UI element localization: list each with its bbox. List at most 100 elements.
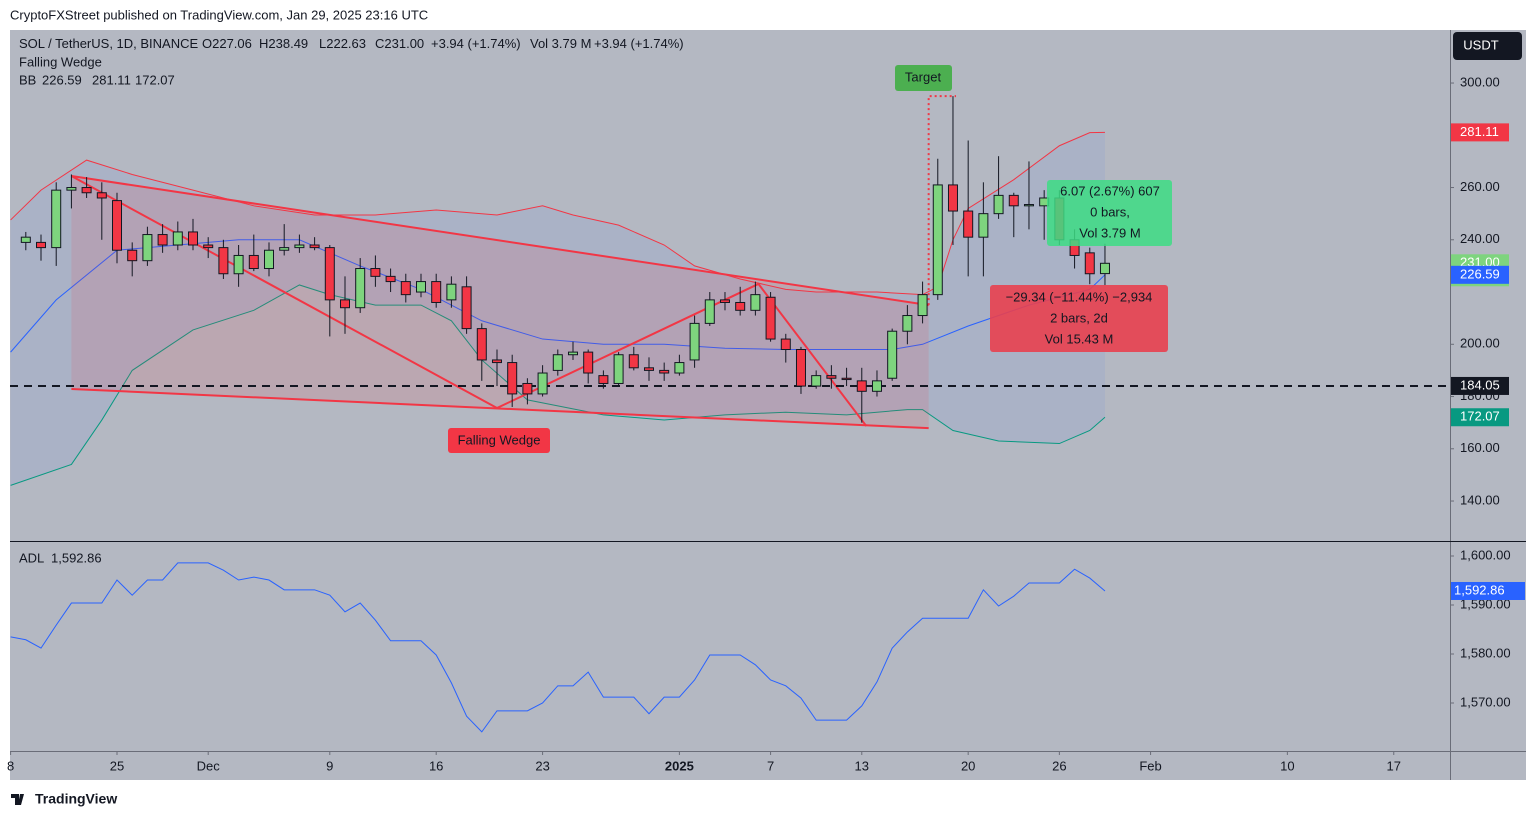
- candle-body: [324, 247, 335, 301]
- wedge-zigzag: [70, 175, 868, 427]
- candle-body: [339, 299, 350, 309]
- candle-body: [598, 375, 609, 384]
- x-tick-label: 25: [110, 758, 124, 773]
- candle-body: [704, 299, 715, 324]
- x-tick-label: 20: [961, 758, 975, 773]
- candle-body: [932, 184, 943, 296]
- candle-body: [385, 275, 396, 283]
- candle-body: [203, 244, 214, 249]
- candle-body: [127, 249, 138, 262]
- candle-body: [719, 299, 730, 303]
- candle-body: [446, 283, 457, 301]
- candle-body: [826, 375, 837, 379]
- x-tick-label: Dec: [197, 758, 221, 773]
- legend-line: SOL / TetherUS, 1D, BINANCE O227.06 H238.4…: [19, 36, 684, 51]
- y-tick-label: 260.00: [1460, 179, 1500, 194]
- legend-change2: +3.94 (+1.74%): [594, 36, 684, 51]
- x-tick-label: 9: [326, 758, 333, 773]
- adl-badge: [1451, 581, 1525, 600]
- wedge-label: Falling Wedge: [458, 432, 541, 447]
- footer-logo: TradingView: [11, 791, 117, 807]
- candle-body: [294, 244, 305, 249]
- wedge-label-box: [448, 428, 550, 453]
- candle-body: [750, 294, 761, 311]
- candle-body: [81, 187, 92, 194]
- candle-body: [811, 375, 822, 387]
- x-tick-label: Feb: [1139, 758, 1161, 773]
- bb-upper-value: 281.11: [92, 72, 131, 87]
- candle-body: [583, 351, 594, 374]
- candle-body: [248, 254, 259, 270]
- candle-body: [461, 286, 472, 330]
- candle-body: [96, 192, 107, 199]
- candle-body: [856, 380, 867, 392]
- y-tick-label: 240.00: [1460, 231, 1500, 246]
- candle-body: [902, 315, 913, 332]
- candle-body: [963, 210, 974, 238]
- candle-body: [1099, 262, 1110, 275]
- x-tick-label: 23: [535, 758, 549, 773]
- candle-body: [887, 330, 898, 379]
- target-label: Target: [905, 69, 942, 84]
- candle-body: [735, 301, 746, 311]
- candle-body: [476, 328, 487, 361]
- price-badge: [1451, 123, 1509, 142]
- legend-high: H238.49: [259, 36, 308, 51]
- candle-body: [689, 322, 700, 361]
- measure-down-text: Vol 15.43 M: [1045, 331, 1114, 346]
- currency-button-label: USDT: [1463, 37, 1498, 52]
- candle-body: [1008, 194, 1019, 207]
- candle-body: [263, 249, 274, 270]
- candle-body: [917, 294, 928, 317]
- candle-body: [567, 351, 578, 356]
- candle-body: [415, 281, 426, 293]
- bb-lower-value: 172.07: [135, 72, 175, 87]
- x-tick-label: 16: [429, 758, 443, 773]
- measure-up-text: Vol 3.79 M: [1079, 225, 1140, 240]
- bb-middle-value: 226.59: [42, 72, 82, 87]
- candle-body: [491, 359, 502, 364]
- candle-body: [218, 247, 229, 275]
- adl-tick-label: 1,590.00: [1460, 596, 1511, 611]
- price-badge-label: 172.07: [1460, 409, 1500, 424]
- adl-tick-label: 1,580.00: [1460, 645, 1511, 660]
- legend-open: O227.06: [202, 36, 252, 51]
- price-badge: [1451, 265, 1509, 284]
- chart-background: [10, 30, 1526, 780]
- candle-body: [172, 231, 183, 246]
- adl-title: ADL: [19, 550, 44, 565]
- header: CryptoFXStreet published on TradingView.…: [10, 7, 428, 22]
- wedge-upper: [71, 175, 929, 307]
- price-badge: [1451, 376, 1509, 395]
- x-tick-label: 10: [1280, 758, 1294, 773]
- candle-body: [279, 247, 290, 251]
- measure-up-text: 0 bars,: [1090, 204, 1130, 219]
- y-tick-label: 140.00: [1460, 492, 1500, 507]
- bb-label: BB: [19, 72, 36, 87]
- footer-text: TradingView: [35, 791, 117, 807]
- candle-body: [947, 184, 958, 212]
- candle-body: [309, 244, 320, 249]
- candle-body: [20, 236, 31, 243]
- price-badge: [1451, 408, 1509, 427]
- legend-volume: Vol 3.79 M: [530, 36, 591, 51]
- candle-body: [370, 268, 381, 277]
- legend-symbol: SOL / TetherUS, 1D, BINANCE: [19, 36, 199, 51]
- x-tick-label: 8: [7, 758, 14, 773]
- logo-icon: [11, 794, 24, 805]
- candle-body: [522, 382, 533, 395]
- x-tick-label: 7: [767, 758, 774, 773]
- price-badge-label: 226.59: [1460, 266, 1500, 281]
- currency-button[interactable]: [1453, 32, 1522, 60]
- x-tick-label: 26: [1052, 758, 1066, 773]
- y-tick-label: 300.00: [1460, 74, 1500, 89]
- candle-body: [157, 234, 168, 246]
- candle-body: [765, 296, 776, 340]
- y-tick-label: 200.00: [1460, 336, 1500, 351]
- bb-upper: [10, 131, 1105, 296]
- candle-body: [841, 377, 852, 381]
- candle-body: [993, 194, 1004, 215]
- adl-badge-label: 1,592.86: [1454, 582, 1505, 597]
- candle-body: [780, 338, 791, 351]
